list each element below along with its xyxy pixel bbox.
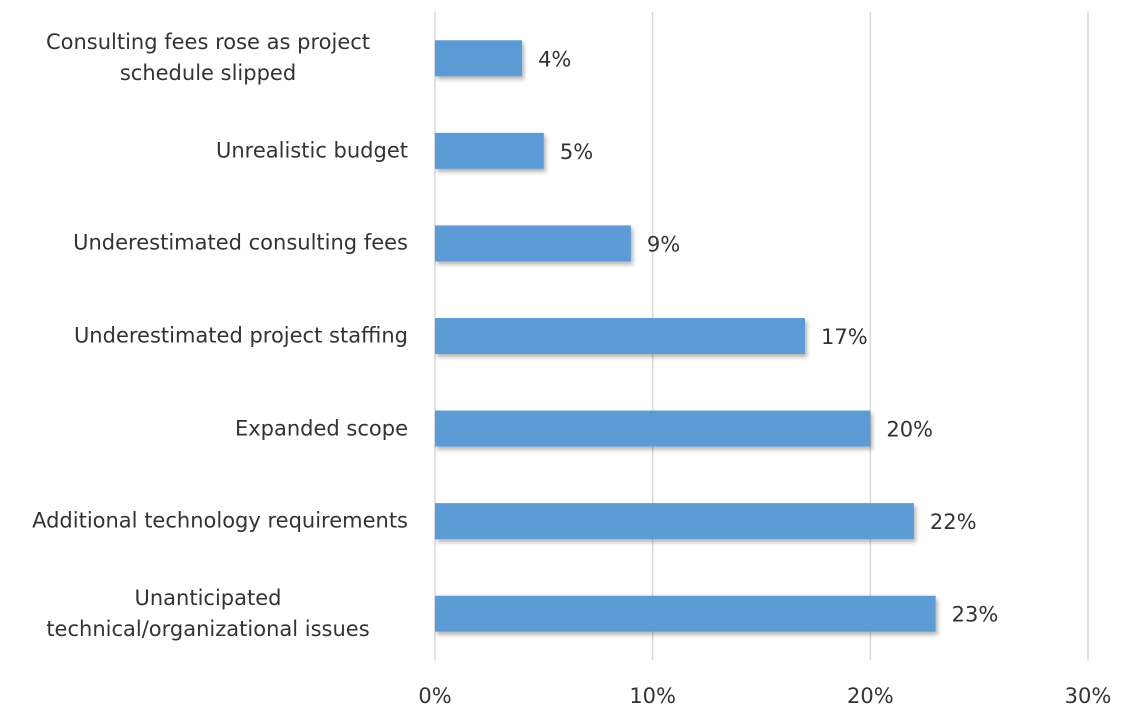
bar — [435, 225, 631, 262]
category-label-box: Expanded scope — [8, 413, 408, 444]
bar — [435, 132, 544, 169]
value-label: 23% — [952, 603, 999, 627]
y-tick-label: Additional technology requirements — [32, 508, 408, 533]
x-tick-label: 20% — [847, 684, 894, 707]
category-label-box: Unrealistic budget — [8, 135, 408, 166]
y-tick-label: Underestimated project staffing — [73, 323, 408, 348]
value-label: 5% — [560, 140, 593, 164]
bar — [435, 40, 523, 77]
category-label-box: Underestimated consulting fees — [8, 228, 408, 259]
category-label-box: Underestimated project staffing — [8, 321, 408, 352]
bar — [435, 410, 871, 447]
category-label-box: Unanticipated technical/organizational i… — [8, 583, 408, 645]
value-label: 9% — [647, 232, 680, 256]
bar — [435, 318, 806, 354]
category-label-box: Consulting fees rose as project schedule… — [8, 27, 408, 89]
value-label: 22% — [930, 510, 977, 534]
value-label: 20% — [886, 418, 933, 442]
x-tick-label: 10% — [629, 684, 676, 707]
bar — [435, 503, 914, 540]
y-tick-label: Consulting fees rose as project schedule… — [45, 30, 371, 86]
value-label: 17% — [821, 325, 868, 349]
y-tick-label: Expanded scope — [234, 416, 408, 441]
category-label-box: Additional technology requirements — [8, 506, 408, 537]
x-tick-label: 30% — [1065, 684, 1112, 707]
y-tick-label: Underestimated consulting fees — [73, 230, 408, 255]
bar — [435, 595, 936, 632]
x-tick-label: 0% — [418, 684, 451, 707]
y-tick-label: Unanticipated technical/organizational i… — [46, 585, 370, 641]
value-label: 4% — [538, 47, 571, 71]
y-tick-label: Unrealistic budget — [216, 138, 408, 163]
